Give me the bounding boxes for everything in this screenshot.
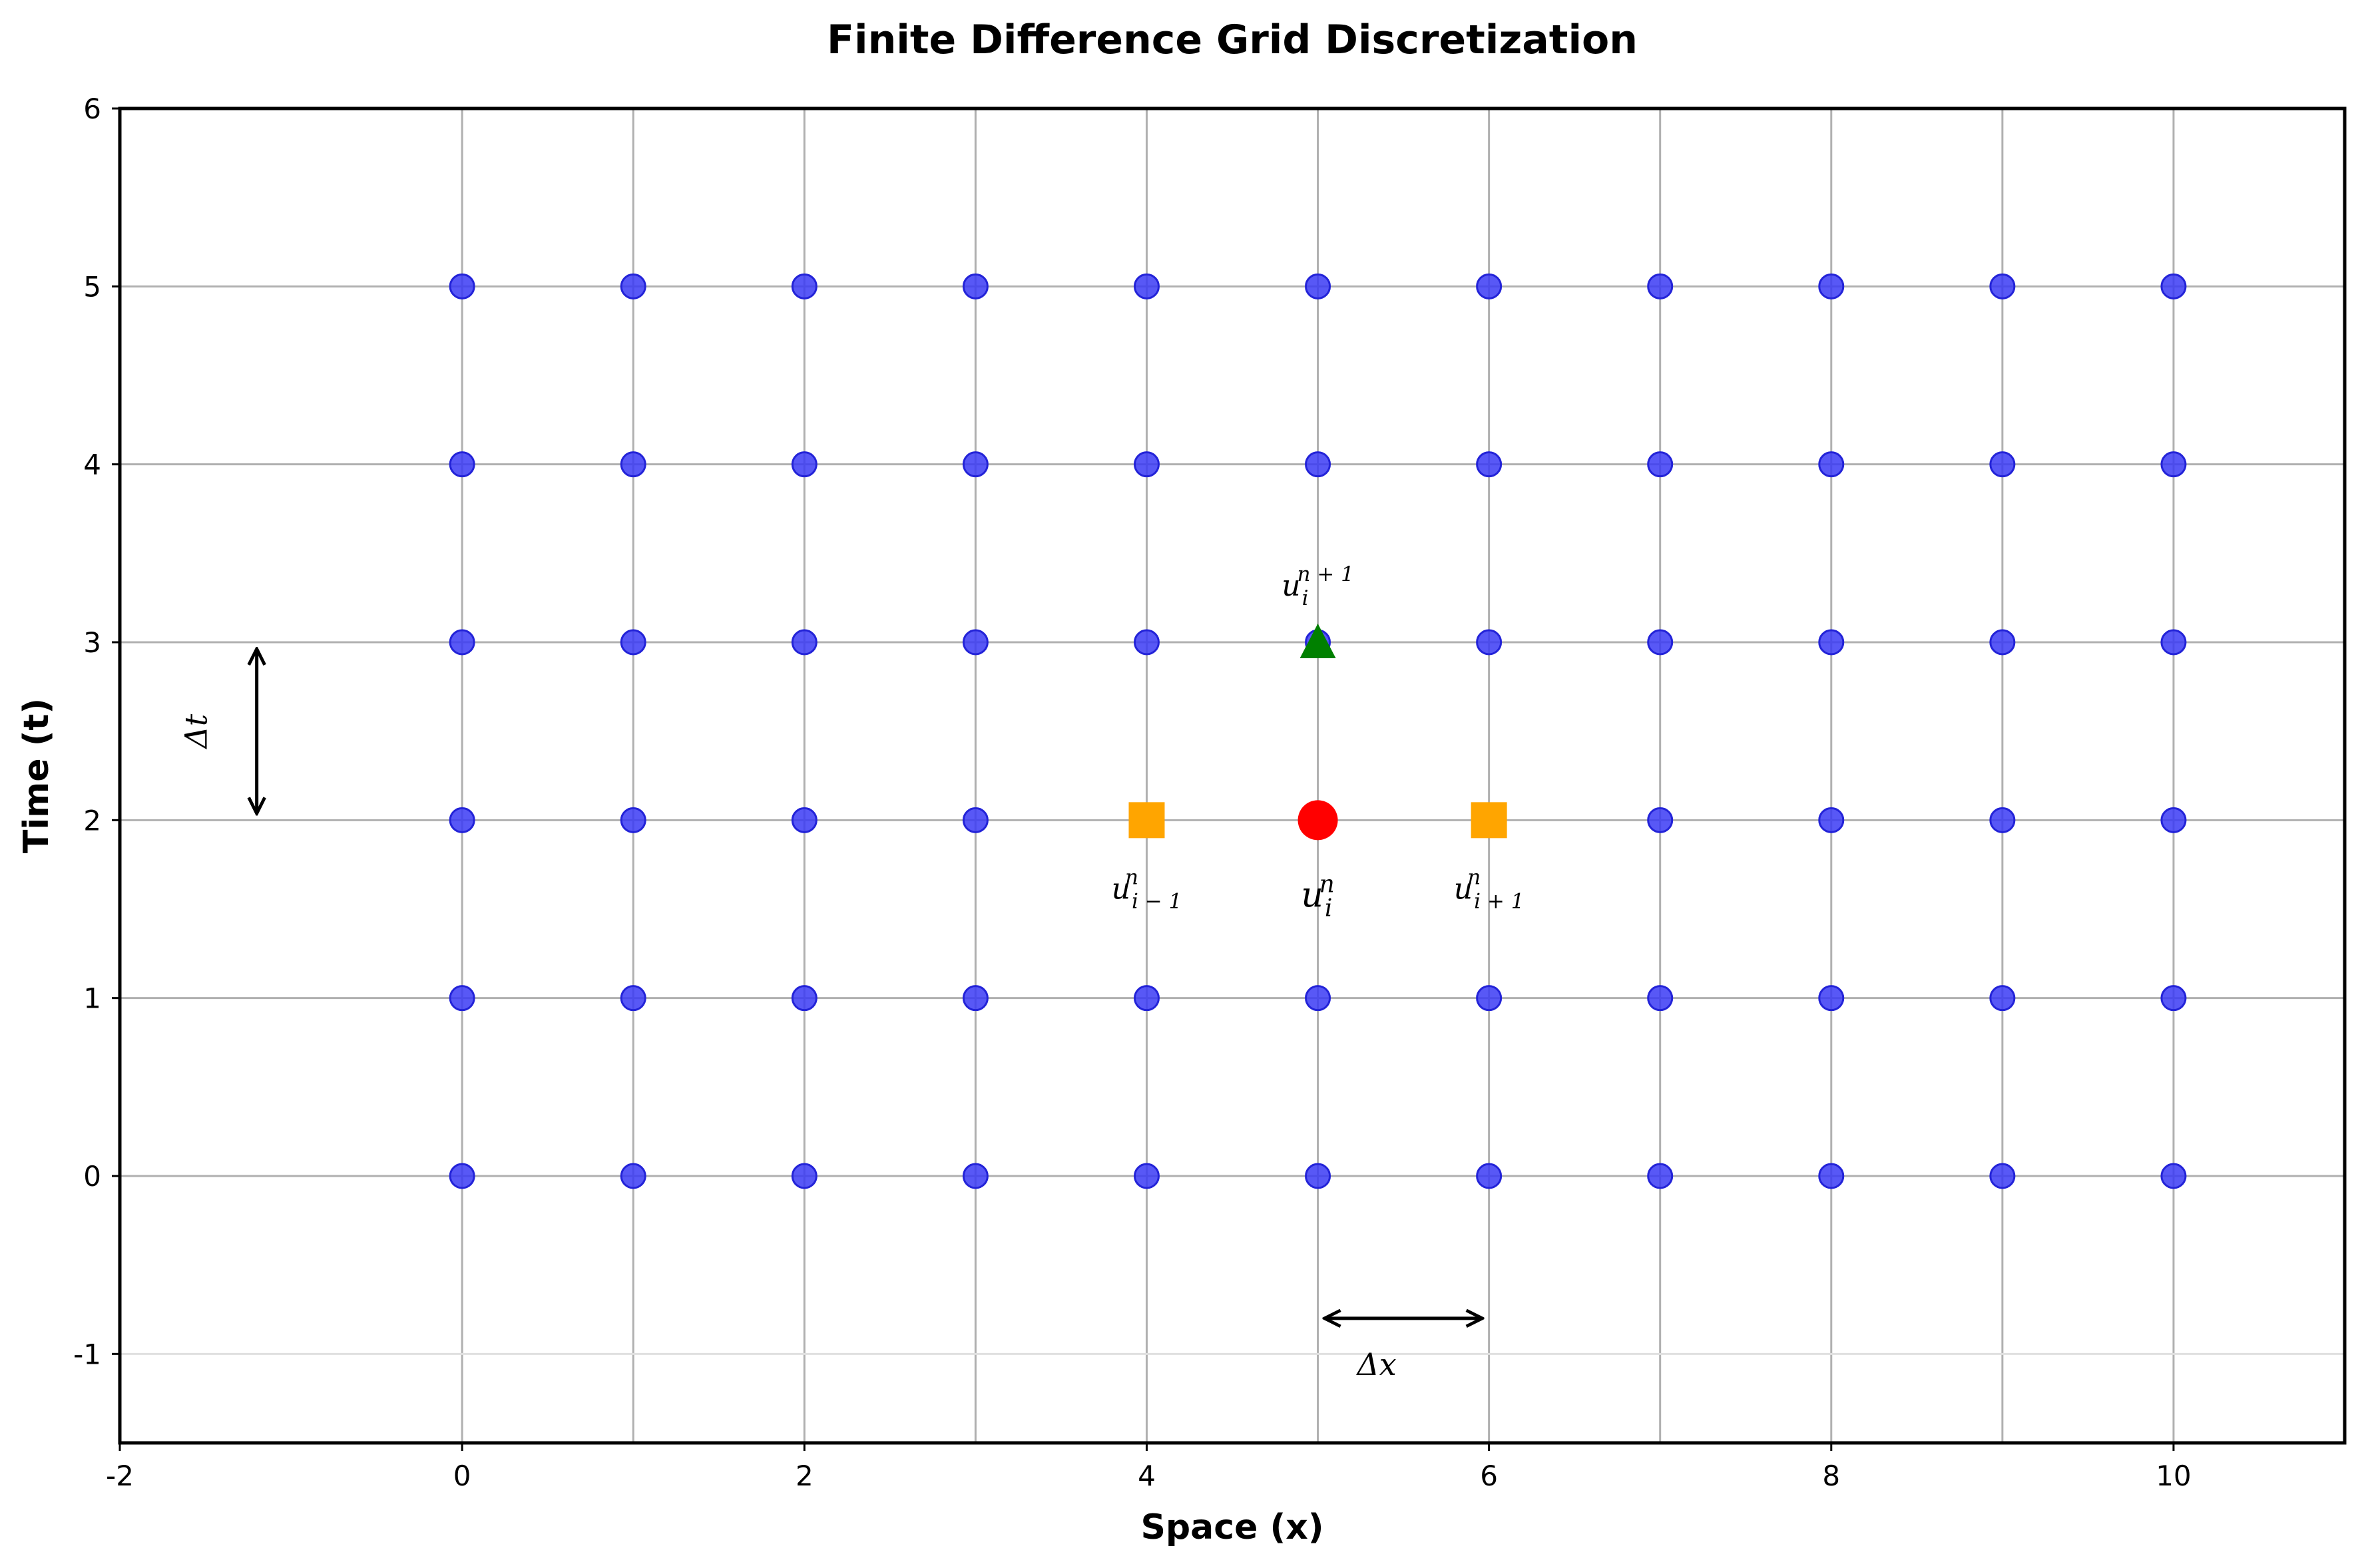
grid-point [1133,1163,1160,1189]
y-axis-label: Time (t) [17,698,57,853]
grid-point [1476,451,1503,478]
grid-point [1476,1163,1503,1189]
grid-point [1305,273,1331,299]
grid-point [1305,451,1331,478]
grid-point [791,451,818,478]
grid-point [1818,629,1845,656]
x-tick-label: 0 [453,1460,471,1492]
grid-point [962,273,989,299]
grid-point [449,985,475,1012]
plot-frame [118,106,2347,1445]
grid-point [2160,985,2187,1012]
delta-x-label: Δx [1355,1346,1396,1382]
grid-point [1133,451,1160,478]
grid-point [1818,451,1845,478]
ticks-layer: -2 0 2 4 6 8 10 -1 0 1 2 3 4 5 6 [73,93,2192,1492]
stencil-neighbor-point [1471,802,1507,839]
y-tick-label: 0 [83,1160,101,1193]
grid-point [962,1163,989,1189]
delta-t-label: Δt [178,713,214,749]
grid-point [1133,985,1160,1012]
grid-point [1818,807,1845,833]
stencil-label: ui − 1n [1112,865,1182,913]
y-tick-label: 5 [83,270,101,303]
grid-point [2160,807,2187,833]
grid-point [449,1163,475,1189]
grid-point [620,629,646,656]
grid-point [620,807,646,833]
grid-point [962,985,989,1012]
grid-point [620,985,646,1012]
stencil-label: ui + 1n [1454,865,1525,913]
grid-point [620,451,646,478]
x-axis-label: Space (x) [1140,1507,1323,1547]
grid-point [449,629,475,656]
grid-point [449,273,475,299]
x-tick-label: -2 [106,1460,134,1492]
stencil-center-point [1298,800,1338,841]
grid-point [1647,629,1674,656]
stencil-label: uin + 1 [1282,562,1354,610]
grid-point [1476,985,1503,1012]
y-tick-label: 2 [83,804,101,837]
grid-point [791,807,818,833]
grid-point [1989,451,2016,478]
stencil-label: uin [1301,871,1334,922]
grid-point [791,1163,818,1189]
x-tick-label: 4 [1138,1460,1156,1492]
grid-point [1818,273,1845,299]
grid-point [1647,451,1674,478]
grid-point [1476,629,1503,656]
grid-point [1305,985,1331,1012]
grid-point [791,629,818,656]
grid-point [620,273,646,299]
grid-point [449,807,475,833]
grid-point [1133,629,1160,656]
grid-point [1476,273,1503,299]
stencil-neighbor-point [1128,802,1165,839]
x-tick-label: 10 [2156,1460,2191,1492]
grid-point [962,807,989,833]
grid-point [2160,451,2187,478]
grid-point [2160,1163,2187,1189]
grid-point [2160,629,2187,656]
x-tick-label: 2 [796,1460,814,1492]
y-tick-label: 4 [83,449,101,481]
highlight-layer: uin ui − 1n ui + 1n uin + 1 [1112,562,1525,922]
grid-point [1989,1163,2016,1189]
grid-point [1647,807,1674,833]
grid-point [791,985,818,1012]
grid-point [2160,273,2187,299]
x-tick-label: 8 [1822,1460,1840,1492]
grid-point [962,629,989,656]
y-tick-label: -1 [73,1338,101,1370]
grid-point [1989,807,2016,833]
grid-point [962,451,989,478]
y-tick-label: 6 [83,93,101,125]
y-tick-label: 1 [83,982,101,1015]
grid-point [449,451,475,478]
grid-point [620,1163,646,1189]
grid-point [1989,985,2016,1012]
grid-layer [120,108,2345,1443]
grid-point [1818,1163,1845,1189]
grid-point [1647,1163,1674,1189]
y-tick-label: 3 [83,626,101,659]
grid-point [1305,1163,1331,1189]
grid-point [1647,273,1674,299]
grid-point [1647,985,1674,1012]
grid-point [791,273,818,299]
grid-point [1818,985,1845,1012]
grid-point [1989,629,2016,656]
grid-point [1133,273,1160,299]
stencil-next-time-point [1300,624,1336,658]
grid-point [1989,273,2016,299]
annotation-layer: Δt Δx [178,649,1483,1382]
x-tick-label: 6 [1480,1460,1498,1492]
chart-title: Finite Difference Grid Discretization [827,17,1638,63]
